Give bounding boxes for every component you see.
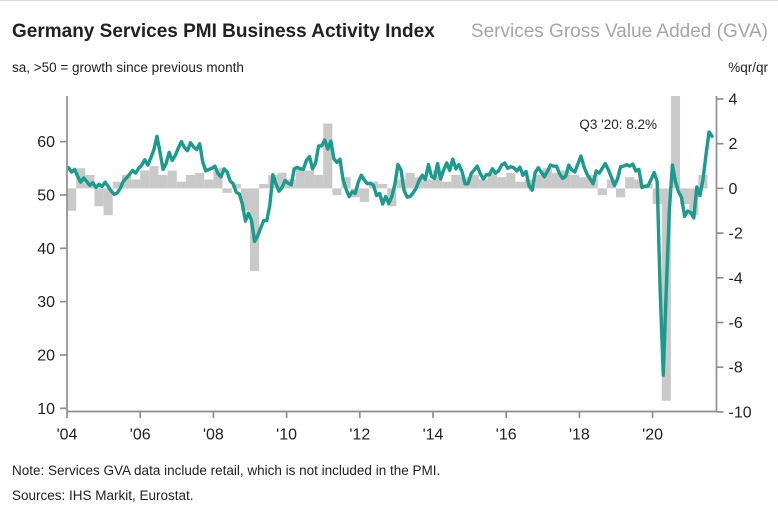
gva-bar: [213, 168, 223, 189]
gva-bar: [277, 172, 287, 189]
gva-bar: [314, 174, 324, 189]
chart-title-left: Germany Services PMI Business Activity I…: [12, 21, 435, 42]
right-axis-tick-label: -2: [729, 226, 743, 243]
gva-bar: [442, 181, 452, 189]
gva-bar: [67, 188, 77, 211]
gva-bar: [76, 168, 86, 189]
gva-bar: [222, 188, 232, 193]
gva-bar: [478, 179, 488, 189]
gva-bar: [176, 181, 186, 189]
gva-bar: [204, 179, 214, 189]
gva-bar: [396, 179, 406, 189]
left-axis-tick-label: 40: [37, 241, 55, 258]
gva-bar: [561, 170, 571, 189]
gva-bar: [195, 172, 205, 189]
gva-bars: [67, 96, 708, 401]
gva-bar: [140, 170, 150, 189]
gva-bar: [433, 170, 443, 189]
gva-bar: [515, 181, 525, 189]
right-axis-tick-label: 4: [729, 92, 738, 109]
gva-bar: [158, 174, 168, 189]
right-axis-unit-label: %qr/qr: [728, 60, 768, 75]
gva-bar: [506, 172, 516, 189]
gva-bar: [625, 177, 635, 189]
gva-bar: [231, 183, 241, 189]
gva-bar: [423, 179, 433, 189]
right-axis-tick-label: 2: [729, 136, 738, 153]
gva-bar: [103, 188, 113, 216]
gva-bar: [680, 188, 690, 205]
pmi-line: [66, 130, 714, 377]
gva-bar: [451, 174, 461, 189]
x-axis-tick-label: '10: [276, 427, 297, 444]
x-axis-tick-label: '06: [130, 427, 151, 444]
gva-bar: [112, 181, 122, 189]
gva-bar: [304, 170, 315, 189]
gva-bar: [597, 188, 607, 196]
gva-bar: [579, 177, 589, 189]
x-axis-tick-label: '16: [496, 427, 517, 444]
left-axis-tick-label: 50: [37, 187, 55, 204]
chart-subtitle: sa, >50 = growth since previous month: [12, 60, 244, 75]
gva-bar: [185, 174, 196, 189]
gva-bar: [405, 172, 415, 189]
gva-bar: [570, 174, 580, 189]
gva-bar: [121, 174, 132, 189]
gva-bar: [634, 179, 644, 189]
gva-bar: [551, 172, 562, 189]
right-axis-tick-label: 0: [729, 181, 738, 198]
gva-bar: [323, 123, 333, 189]
right-axis-tick-label: -10: [729, 404, 752, 421]
gva-bar: [295, 168, 305, 189]
x-axis-tick-label: '14: [423, 427, 444, 444]
x-axis-tick-label: '18: [569, 427, 590, 444]
chart-note: Note: Services GVA data include retail, …: [12, 463, 441, 478]
gva-bar: [616, 188, 626, 198]
gva-bar: [542, 168, 552, 189]
x-axis-tick-label: '12: [349, 427, 370, 444]
gva-bar: [533, 174, 543, 189]
chart-title-right: Services Gross Value Added (GVA): [470, 21, 768, 42]
subtitle-row: sa, >50 = growth since previous month %q…: [12, 60, 768, 75]
gva-bar: [606, 179, 616, 189]
gva-bar: [167, 170, 177, 189]
left-axis-tick-label: 10: [37, 401, 55, 418]
gva-bar: [378, 183, 388, 189]
gva-bar: [670, 96, 681, 189]
right-axis-tick-label: -4: [729, 270, 743, 287]
gva-bar: [332, 188, 342, 196]
gva-bar: [359, 188, 369, 202]
title-row: Germany Services PMI Business Activity I…: [12, 21, 768, 43]
gva-bar: [149, 166, 159, 189]
left-axis-tick-label: 20: [37, 347, 55, 364]
gva-bar: [487, 172, 498, 189]
gva-bar: [497, 177, 507, 189]
axes: [60, 96, 724, 418]
right-axis-tick-label: -6: [729, 315, 743, 332]
x-axis-tick-label: '08: [203, 427, 224, 444]
left-axis-tick-label: 60: [37, 134, 55, 151]
gva-bar: [131, 179, 141, 189]
gva-bar: [259, 183, 269, 189]
gva-bar: [85, 174, 95, 189]
gva-bar: [469, 174, 479, 189]
gva-bar: [240, 188, 250, 211]
chart-sources: Sources: IHS Markit, Eurostat.: [12, 488, 194, 503]
left-axis-tick-label: 30: [37, 294, 55, 311]
gva-bar: [94, 188, 104, 207]
right-axis-tick-label: -8: [729, 360, 743, 377]
gva-bar: [341, 177, 351, 189]
x-axis-tick-label: '20: [642, 427, 663, 444]
annotation-q3-2020: Q3 '20: 8.2%: [579, 117, 657, 132]
x-axis-tick-label: '04: [57, 427, 78, 444]
